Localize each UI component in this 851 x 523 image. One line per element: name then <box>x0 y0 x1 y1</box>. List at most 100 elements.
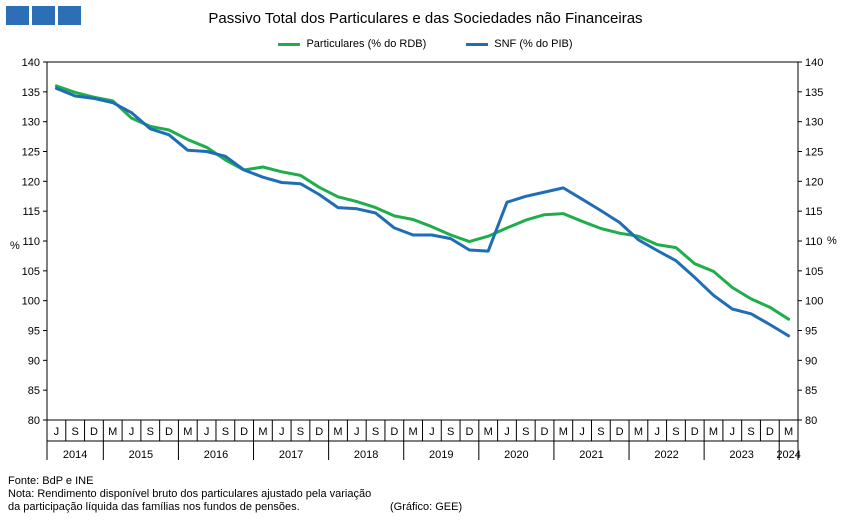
legend-item-particulares: Particulares (% do RDB) <box>278 38 426 50</box>
x-tick-label: J <box>730 426 736 438</box>
y-tick-label-right: 105 <box>805 266 823 278</box>
x-year-label: 2018 <box>354 449 378 461</box>
x-year-label: 2017 <box>279 449 303 461</box>
y-tick-label-right: 135 <box>805 87 823 99</box>
x-tick-label: D <box>766 426 774 438</box>
y-axis-label-right: % <box>827 235 837 247</box>
legend-label-snf: SNF (% do PIB) <box>494 38 573 50</box>
source-note: Fonte: BdP e INE <box>8 475 94 487</box>
x-tick-label: J <box>279 426 285 438</box>
x-tick-label: M <box>183 426 192 438</box>
x-tick-label: S <box>147 426 154 438</box>
x-tick-label: M <box>784 426 793 438</box>
x-year-label: 2024 <box>776 449 800 461</box>
y-tick-label-right: 95 <box>805 326 817 338</box>
x-tick-label: M <box>559 426 568 438</box>
y-tick-label-left: 115 <box>22 206 40 218</box>
y-tick-label-right: 125 <box>805 147 823 159</box>
legend-item-snf: SNF (% do PIB) <box>466 38 573 50</box>
x-tick-label: D <box>541 426 549 438</box>
x-tick-label: M <box>108 426 117 438</box>
y-tick-label-left: 120 <box>22 176 40 188</box>
y-tick-label-right: 110 <box>805 236 823 248</box>
x-tick-label: D <box>390 426 398 438</box>
x-tick-label: M <box>409 426 418 438</box>
x-tick-label: J <box>429 426 435 438</box>
x-tick-label: J <box>654 426 660 438</box>
x-year-label: 2023 <box>729 449 753 461</box>
plot-frame <box>46 61 799 421</box>
x-tick-label: D <box>691 426 699 438</box>
x-year-label: 2019 <box>429 449 453 461</box>
x-year-label: 2015 <box>129 449 153 461</box>
x-tick-label: S <box>522 426 529 438</box>
x-tick-label: D <box>240 426 248 438</box>
logo <box>6 6 81 25</box>
x-tick-label: M <box>709 426 718 438</box>
x-tick-label: S <box>71 426 78 438</box>
legend-label-particulares: Particulares (% do RDB) <box>306 38 427 50</box>
chart-title: Passivo Total dos Particulares e das Soc… <box>208 10 643 27</box>
y-tick-label-left: 95 <box>28 326 40 338</box>
y-tick-label-left: 130 <box>22 117 40 129</box>
legend-swatch-particulares <box>278 42 301 46</box>
y-tick-label-left: 100 <box>22 296 40 308</box>
legend-swatch-snf <box>466 42 489 46</box>
note-line-2: da participação líquida das famílias nos… <box>8 501 300 513</box>
x-tick-label: S <box>672 426 679 438</box>
y-tick-label-right: 80 <box>805 415 817 427</box>
x-tick-label: S <box>297 426 304 438</box>
x-year-label: 2021 <box>579 449 603 461</box>
chart-footer: Fonte: BdP e INE Nota: Rendimento dispon… <box>8 475 462 514</box>
y-tick-label-right: 120 <box>805 176 823 188</box>
y-tick-label-left: 140 <box>22 57 40 69</box>
logo-block-1 <box>6 6 29 25</box>
logo-block-3 <box>58 6 81 25</box>
x-tick-label: J <box>204 426 210 438</box>
y-tick-label-left: 80 <box>28 415 40 427</box>
x-tick-label: S <box>747 426 754 438</box>
chart-credit: (Gráfico: GEE) <box>390 501 463 513</box>
note-line-1: Nota: Rendimento disponível bruto dos pa… <box>8 488 372 500</box>
y-tick-label-left: 90 <box>28 355 40 367</box>
series-line-particulares <box>54 84 791 321</box>
x-tick-label: D <box>465 426 473 438</box>
x-tick-label: S <box>597 426 604 438</box>
x-tick-label: J <box>129 426 135 438</box>
y-tick-label-left: 125 <box>22 147 40 159</box>
x-tick-label: S <box>372 426 379 438</box>
x-tick-label: M <box>333 426 342 438</box>
x-tick-label: D <box>616 426 624 438</box>
y-axis-label-left: % <box>10 240 20 252</box>
x-year-label: 2020 <box>504 449 528 461</box>
y-tick-label-right: 90 <box>805 355 817 367</box>
x-tick-label: S <box>222 426 229 438</box>
y-tick-label-left: 85 <box>28 385 40 397</box>
y-tick-label-right: 140 <box>805 57 823 69</box>
x-tick-label: J <box>354 426 360 438</box>
x-year-label: 2016 <box>204 449 228 461</box>
x-tick-label: S <box>447 426 454 438</box>
chart-legend: Particulares (% do RDB) SNF (% do PIB) <box>0 38 851 50</box>
y-tick-label-left: 110 <box>22 236 40 248</box>
y-tick-label-left: 135 <box>22 87 40 99</box>
y-tick-label-left: 105 <box>22 266 40 278</box>
x-tick-label: M <box>484 426 493 438</box>
x-tick-label: D <box>165 426 173 438</box>
x-tick-label: M <box>634 426 643 438</box>
x-tick-label: D <box>90 426 98 438</box>
x-tick-label: J <box>579 426 585 438</box>
y-tick-label-right: 85 <box>805 385 817 397</box>
logo-block-2 <box>32 6 55 25</box>
x-tick-label: D <box>315 426 323 438</box>
x-tick-label: J <box>504 426 510 438</box>
y-tick-label-right: 130 <box>805 117 823 129</box>
x-tick-label: M <box>258 426 267 438</box>
series-line-snf <box>54 86 791 338</box>
x-tick-label: J <box>54 426 60 438</box>
y-tick-label-right: 100 <box>805 296 823 308</box>
x-year-label: 2014 <box>63 449 87 461</box>
x-year-label: 2022 <box>654 449 678 461</box>
y-tick-label-right: 115 <box>805 206 823 218</box>
